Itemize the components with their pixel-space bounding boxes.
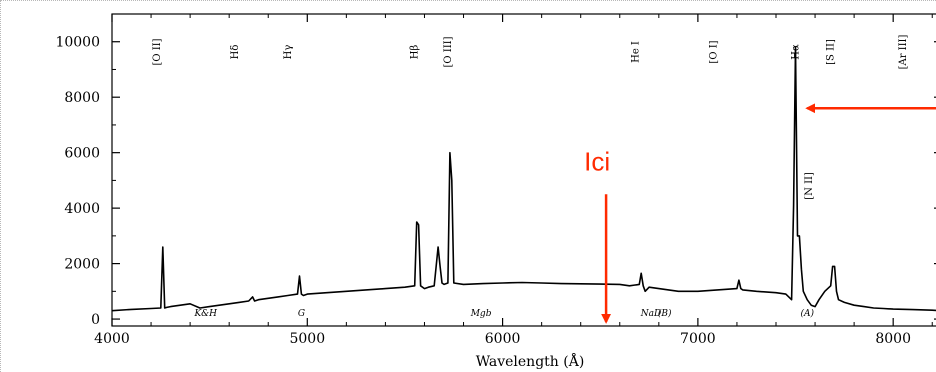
x-tick-label: 6000: [485, 331, 521, 347]
emission-line-label: Hδ: [230, 45, 241, 60]
nii-line-label: [N II]: [804, 172, 815, 200]
emission-line-label: [S II]: [826, 39, 837, 65]
emission-line-label: [O III]: [443, 36, 454, 67]
ici-annotation-text: Ici: [584, 146, 610, 176]
y-tick-label: 0: [91, 312, 100, 328]
y-tick-label: 10000: [55, 35, 100, 51]
absorption-feature-label: NaD: [640, 309, 661, 319]
emission-line-label: [Ar III]: [898, 34, 909, 69]
x-axis-label: Wavelength (Å): [476, 352, 585, 370]
emission-line-label: [O II]: [152, 38, 163, 65]
spectrum-line: [111, 46, 936, 312]
x-tick-label: 5000: [289, 331, 325, 347]
absorption-feature-label: (B): [658, 308, 672, 319]
emission-line-label: Hβ: [410, 45, 421, 60]
absorption-feature-label: (A): [800, 308, 814, 319]
absorption-feature-label: K&H: [193, 309, 217, 319]
y-tick-label: 4000: [64, 201, 100, 217]
emission-line-label: [O I]: [709, 40, 720, 63]
absorption-feature-label: Mgb: [470, 309, 492, 319]
emission-line-label: He I: [630, 41, 641, 63]
x-tick-label: 7000: [680, 331, 716, 347]
x-tick-label: 4000: [94, 331, 130, 347]
absorption-feature-label: G: [298, 309, 305, 319]
plot-frame: [111, 13, 936, 327]
y-tick-label: 8000: [64, 90, 100, 106]
x-tick-label: 8000: [875, 331, 911, 347]
y-tick-label: 6000: [64, 146, 100, 162]
y-tick-label: 2000: [64, 257, 100, 273]
emission-line-label: Hγ: [283, 45, 294, 60]
